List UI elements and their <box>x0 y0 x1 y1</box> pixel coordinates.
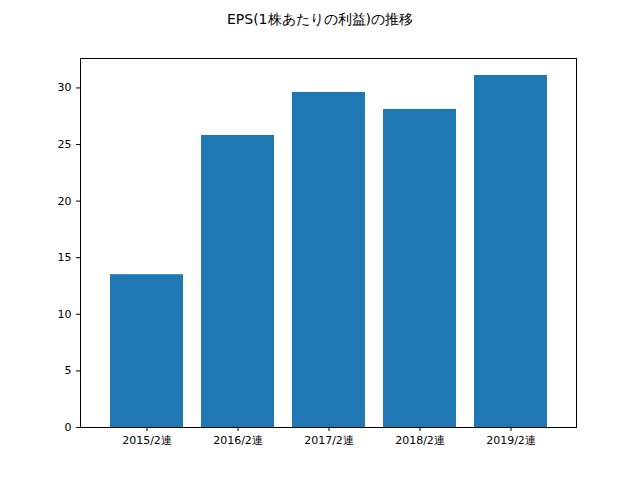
svg-text:2017/2連: 2017/2連 <box>304 434 354 447</box>
svg-text:20: 20 <box>58 195 72 208</box>
svg-text:10: 10 <box>58 308 72 321</box>
svg-text:2016/2連: 2016/2連 <box>213 434 263 447</box>
svg-text:0: 0 <box>65 421 72 434</box>
svg-text:30: 30 <box>58 81 72 94</box>
svg-text:2019/2連: 2019/2連 <box>486 434 536 447</box>
svg-text:15: 15 <box>58 251 72 264</box>
html-text:EPS(1株あたりの利益)の推移: EPS(1株あたりの利益)の推移 <box>227 11 413 27</box>
svg-text:25: 25 <box>58 138 72 151</box>
svg-text:5: 5 <box>65 364 72 377</box>
svg-text:2018/2連: 2018/2連 <box>395 434 445 447</box>
svg-text:2015/2連: 2015/2連 <box>122 434 172 447</box>
